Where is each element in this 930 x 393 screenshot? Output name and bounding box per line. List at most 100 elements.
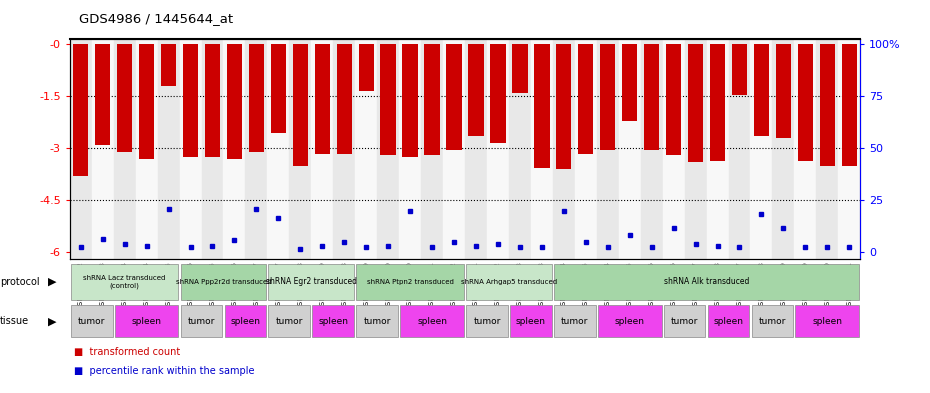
Text: spleen: spleen [132, 317, 162, 326]
Bar [424, 44, 440, 155]
Bar [751, 305, 793, 337]
Bar [509, 39, 531, 259]
Bar [556, 44, 572, 169]
Bar [794, 39, 817, 259]
Text: ▶: ▶ [48, 277, 57, 287]
Text: tumor: tumor [188, 317, 215, 326]
Text: spleen: spleen [812, 317, 843, 326]
Bar [136, 39, 157, 259]
Bar [466, 305, 508, 337]
Bar [92, 39, 113, 259]
Bar [598, 305, 661, 337]
Bar [728, 39, 751, 259]
Bar [337, 44, 352, 154]
Text: tumor: tumor [759, 317, 786, 326]
Bar [684, 39, 707, 259]
Text: shRNA Lacz transduced
(control): shRNA Lacz transduced (control) [84, 275, 166, 289]
Bar [71, 305, 113, 337]
Bar [355, 39, 378, 259]
Bar [666, 44, 682, 155]
Text: spleen: spleen [516, 317, 546, 326]
Bar [403, 44, 418, 157]
Bar [223, 39, 246, 259]
Bar [552, 39, 575, 259]
Bar [622, 44, 637, 121]
Bar [95, 44, 111, 145]
Bar [819, 44, 835, 166]
Bar [73, 44, 88, 176]
Bar [838, 39, 860, 259]
Text: spleen: spleen [231, 317, 260, 326]
Text: ■  percentile rank within the sample: ■ percentile rank within the sample [74, 366, 255, 376]
Bar [179, 39, 202, 259]
Bar [618, 39, 641, 259]
Bar [554, 305, 595, 337]
Bar [662, 39, 684, 259]
Bar [70, 39, 92, 259]
Bar [534, 44, 550, 167]
Bar [71, 264, 179, 300]
Bar [380, 44, 396, 155]
Bar [753, 44, 769, 136]
Bar [227, 44, 242, 159]
Bar [644, 44, 659, 150]
Text: shRNA Alk transduced: shRNA Alk transduced [664, 277, 750, 286]
Bar [246, 39, 267, 259]
Bar [421, 39, 443, 259]
Bar [776, 44, 791, 138]
Bar [443, 39, 465, 259]
Bar [751, 39, 773, 259]
Bar [512, 44, 527, 93]
Bar [139, 44, 154, 159]
Bar [487, 39, 509, 259]
Bar [224, 305, 266, 337]
Text: shRNA Ppp2r2d transduced: shRNA Ppp2r2d transduced [176, 279, 272, 285]
Bar [378, 39, 399, 259]
Bar [312, 305, 354, 337]
Bar [842, 44, 857, 166]
Bar [531, 39, 552, 259]
Bar [600, 44, 616, 150]
Bar [205, 44, 220, 157]
Bar [289, 39, 312, 259]
Text: protocol: protocol [0, 277, 40, 287]
Bar [732, 44, 747, 95]
Bar [293, 44, 308, 166]
Text: shRNA Arhgap5 transduced: shRNA Arhgap5 transduced [461, 279, 557, 285]
Bar [114, 305, 179, 337]
Text: tissue: tissue [0, 316, 29, 326]
Bar [333, 39, 355, 259]
Bar [773, 39, 794, 259]
Bar [446, 44, 461, 150]
Bar [314, 44, 330, 154]
Bar [798, 44, 813, 161]
Text: ■  transformed count: ■ transformed count [74, 347, 180, 357]
Text: tumor: tumor [275, 317, 303, 326]
Bar [400, 305, 464, 337]
Bar [817, 39, 838, 259]
Bar [710, 44, 725, 161]
Text: spleen: spleen [713, 317, 743, 326]
Bar [157, 39, 179, 259]
Bar [688, 44, 703, 162]
Bar [248, 44, 264, 152]
Text: GDS4986 / 1445644_at: GDS4986 / 1445644_at [79, 12, 233, 25]
Bar [466, 264, 551, 300]
Bar [271, 44, 286, 133]
Bar [597, 39, 618, 259]
Text: shRNA Egr2 transduced: shRNA Egr2 transduced [266, 277, 357, 286]
Bar [575, 39, 597, 259]
Bar [117, 44, 132, 152]
Bar [113, 39, 136, 259]
Bar [202, 39, 223, 259]
Bar [358, 44, 374, 91]
Bar [269, 264, 354, 300]
Bar [641, 39, 662, 259]
Text: spleen: spleen [417, 317, 447, 326]
Bar [707, 39, 728, 259]
Text: tumor: tumor [671, 317, 698, 326]
Bar [269, 305, 311, 337]
Bar [578, 44, 593, 154]
Text: tumor: tumor [364, 317, 391, 326]
Bar [510, 305, 551, 337]
